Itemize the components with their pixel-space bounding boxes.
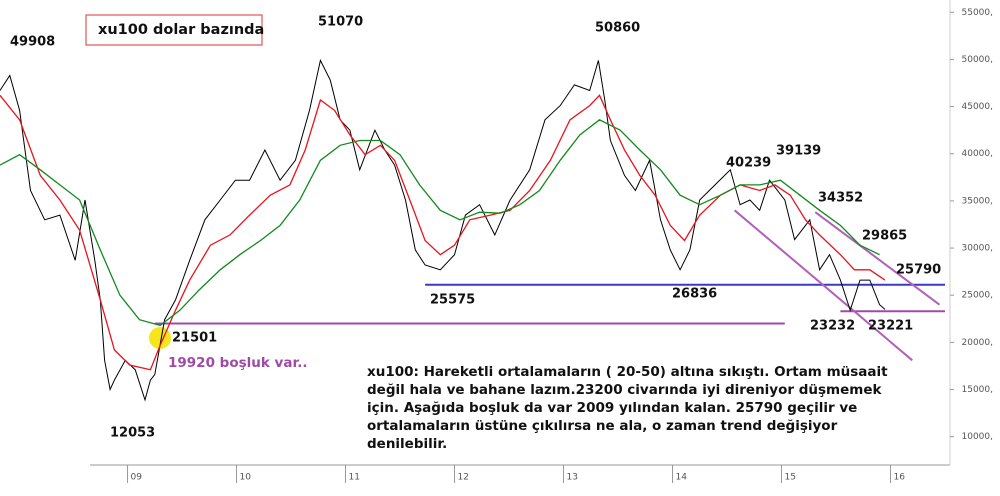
x-tick-label: 14 xyxy=(675,473,687,483)
note-line: ortalamaların üstüne çıkılırsa ne ala, o… xyxy=(367,418,838,434)
peak-label: 51070 xyxy=(318,15,363,30)
peak-label: 25575 xyxy=(430,293,475,308)
y-tick-label: 40000, xyxy=(962,149,994,159)
peak-label: 49908 xyxy=(10,35,55,50)
y-tick-label: 20000, xyxy=(962,338,994,348)
note-line: için. Aşağıda boşluk da var 2009 yılında… xyxy=(367,400,857,416)
trend-line xyxy=(733,209,913,362)
y-tick-label: 35000, xyxy=(962,196,994,206)
peak-label: 21501 xyxy=(172,331,217,346)
gap-note: 19920 boşluk var.. xyxy=(168,355,307,371)
title-box xyxy=(85,14,263,46)
x-tick-label: 16 xyxy=(893,473,905,483)
y-tick-label: 55000, xyxy=(962,8,994,18)
peak-label: 25790 xyxy=(896,263,941,278)
y-tick-label: 10000, xyxy=(962,432,994,442)
peak-label: 23232 xyxy=(810,319,855,334)
series-line xyxy=(0,94,886,371)
y-tick-label: 45000, xyxy=(962,102,994,112)
trend-line xyxy=(814,211,941,306)
note-line: xu100: Hareketli ortalamaların ( 20-50) … xyxy=(367,364,888,380)
peak-label: 29865 xyxy=(862,229,907,244)
note-line: denilebilir. xyxy=(367,436,447,452)
y-tick-label: 15000, xyxy=(962,385,994,395)
y-tick-label: 50000, xyxy=(962,55,994,65)
peak-label: 23221 xyxy=(868,319,913,334)
peak-label: 50860 xyxy=(595,21,640,36)
x-tick-label: 15 xyxy=(784,473,795,483)
x-tick-label: 12 xyxy=(458,473,469,483)
y-tick-label: 30000, xyxy=(962,244,994,254)
x-tick-label: 09 xyxy=(131,473,143,483)
peak-label: 40239 xyxy=(726,156,771,171)
peak-label: 39139 xyxy=(776,144,821,159)
note-line: değil hala ve bahane lazım.23200 civarın… xyxy=(367,382,882,398)
x-tick-label: 13 xyxy=(567,473,578,483)
peak-label: 12053 xyxy=(110,426,155,441)
chart-title: xu100 dolar bazında xyxy=(98,22,264,38)
x-tick-label: 11 xyxy=(349,473,360,483)
y-tick-label: 25000, xyxy=(962,291,994,301)
x-tick-label: 10 xyxy=(240,473,252,483)
peak-label: 26836 xyxy=(672,287,717,302)
peak-label: 34352 xyxy=(818,191,863,206)
series-line xyxy=(0,119,880,327)
